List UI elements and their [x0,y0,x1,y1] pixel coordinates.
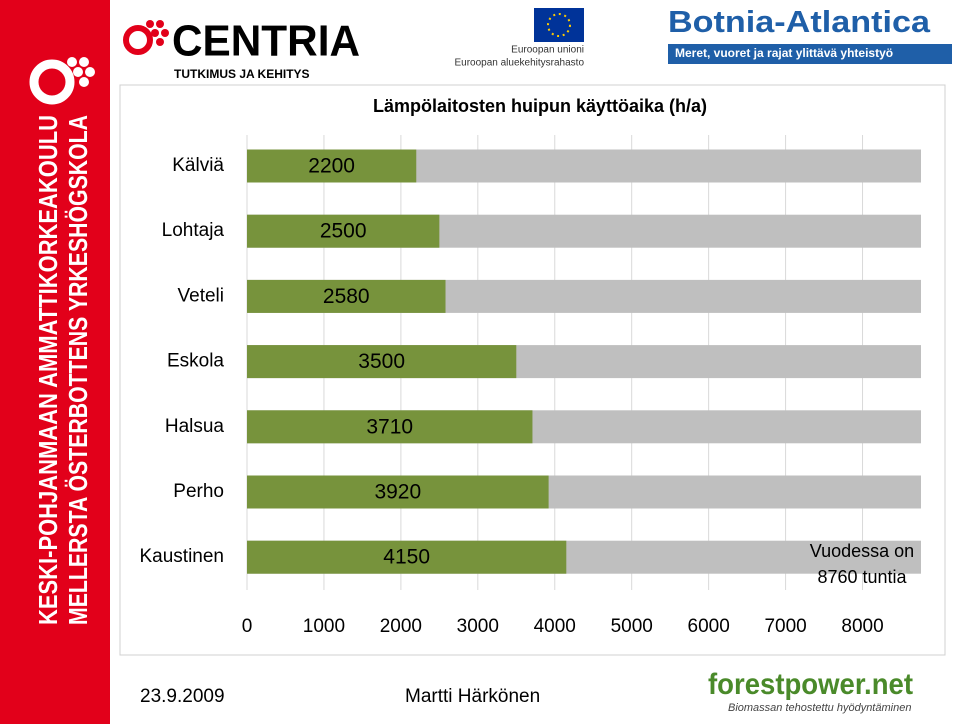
bar [247,410,533,444]
value-label: 4150 [383,546,430,569]
value-label: 3710 [366,415,413,438]
y-tick-label: Eskola [167,351,224,372]
annotation: 8760 tuntia [817,567,907,587]
x-tick-label: 5000 [611,616,653,637]
x-tick-label: 3000 [457,616,499,637]
centria-logo [123,20,169,55]
botnia-strip [668,44,952,64]
value-label: 2500 [320,220,367,243]
value-label: 2580 [323,285,370,308]
botnia-name: Botnia-Atlantica [668,4,931,39]
x-tick-label: 7000 [764,616,806,637]
x-tick-label: 8000 [841,616,883,637]
y-tick-label: Halsua [165,416,225,437]
value-label: 2200 [308,155,355,178]
annotation: Vuodessa on [810,541,914,561]
footer-date: 23.9.2009 [140,686,225,707]
banner-logo [29,57,95,105]
y-tick-label: Veteli [178,285,224,306]
x-tick-label: 4000 [534,616,576,637]
bar [247,475,549,509]
x-tick-label: 0 [242,616,253,637]
bar [247,540,567,574]
eu-stars [547,13,571,37]
bar [247,149,417,183]
bar [247,214,440,248]
bar [247,279,446,313]
bar [247,345,517,379]
y-tick-label: Perho [173,481,224,502]
eu-text: Euroopan aluekehitysrahasto [454,58,584,69]
y-tick-label: Kaustinen [139,546,224,567]
centria-sub: TUTKIMUS JA KEHITYS [174,67,310,81]
x-tick-label: 2000 [380,616,422,637]
value-label: 3500 [358,350,405,373]
footer-author: Martti Härkönen [405,686,540,707]
eu-text: Euroopan unioni [511,45,584,56]
banner [0,0,110,724]
x-tick-label: 1000 [303,616,345,637]
banner-text: MELLERSTA ÖSTERBOTTENS YRKESHÖGSKOLA [63,115,93,625]
botnia-sub: Meret, vuoret ja rajat ylittävä yhteisty… [675,46,893,60]
x-tick-label: 6000 [688,616,730,637]
centria-name: CENTRIA [172,17,360,66]
banner-text: KESKI-POHJANMAAN AMMATTIKORKEAKOULU [33,115,63,625]
footer-brand: forestpower.net [708,668,913,701]
value-label: 3920 [374,481,421,504]
chart: Lämpölaitosten huipun käyttöaika (h/a) 0 1… [139,96,921,637]
y-tick-label: Kälviä [172,155,224,176]
y-tick-label: Lohtaja [162,220,225,241]
footer-brand-sub: Biomassan tehostettu hyödyntäminen [728,702,911,714]
chart-title: Lämpölaitosten huipun käyttöaika (h/a) [373,96,707,116]
